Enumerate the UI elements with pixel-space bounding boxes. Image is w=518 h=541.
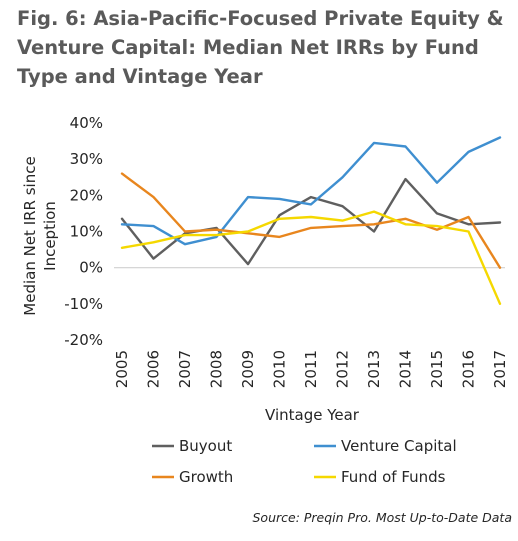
- x-axis: 2005 2006 2007 2008 2009 2010 2011 2012 2013 2014…: [113, 350, 509, 388]
- y-axis: -20% -10% 0% 10% 20% 30% 40%: [64, 114, 103, 349]
- source-note: Source: Preqin Pro. Most Up-to-Date Data: [252, 510, 512, 525]
- y-tick-label: 10%: [70, 223, 103, 241]
- legend: Buyout Venture Capital Growth Fund of Funds: [152, 437, 457, 486]
- series-line-growth: [120, 172, 502, 269]
- y-axis-label-line-1: Median Net IRR since: [21, 156, 39, 315]
- x-tick-label: 2006: [145, 350, 163, 388]
- x-axis-label: Vintage Year: [265, 406, 360, 424]
- x-tick-label: 2017: [491, 350, 509, 388]
- legend-label-buyout: Buyout: [179, 437, 232, 455]
- x-tick-label: 2010: [271, 350, 289, 388]
- y-tick-label: 0%: [79, 259, 103, 277]
- y-tick-label: 20%: [70, 186, 103, 204]
- x-tick-label: 2009: [239, 350, 257, 388]
- y-tick-label: -10%: [64, 295, 103, 313]
- y-tick-label: 30%: [70, 150, 103, 168]
- x-tick-label: 2011: [302, 350, 320, 388]
- x-tick-label: 2005: [113, 350, 131, 388]
- series-line-buyout: [120, 177, 502, 266]
- legend-label-growth: Growth: [179, 468, 233, 486]
- series-lines: [120, 136, 502, 305]
- x-tick-label: 2013: [365, 350, 383, 388]
- series-line-fund-of-funds: [120, 210, 502, 305]
- y-tick-label: 40%: [70, 114, 103, 132]
- x-tick-label: 2016: [460, 350, 478, 388]
- x-tick-label: 2014: [397, 350, 415, 388]
- x-tick-label: 2012: [334, 350, 352, 388]
- x-tick-label: 2015: [428, 350, 446, 388]
- chart-title: Fig. 6: Asia-Pacific-Focused Private Equ…: [17, 7, 504, 88]
- legend-label-venture-capital: Venture Capital: [341, 437, 457, 455]
- series-line-venture-capital: [120, 136, 502, 246]
- x-tick-label: 2007: [176, 350, 194, 388]
- y-axis-label-line-2: Inception: [41, 201, 59, 271]
- legend-label-fund-of-funds: Fund of Funds: [341, 468, 446, 486]
- x-tick-label: 2008: [208, 350, 226, 388]
- y-tick-label: -20%: [64, 331, 103, 349]
